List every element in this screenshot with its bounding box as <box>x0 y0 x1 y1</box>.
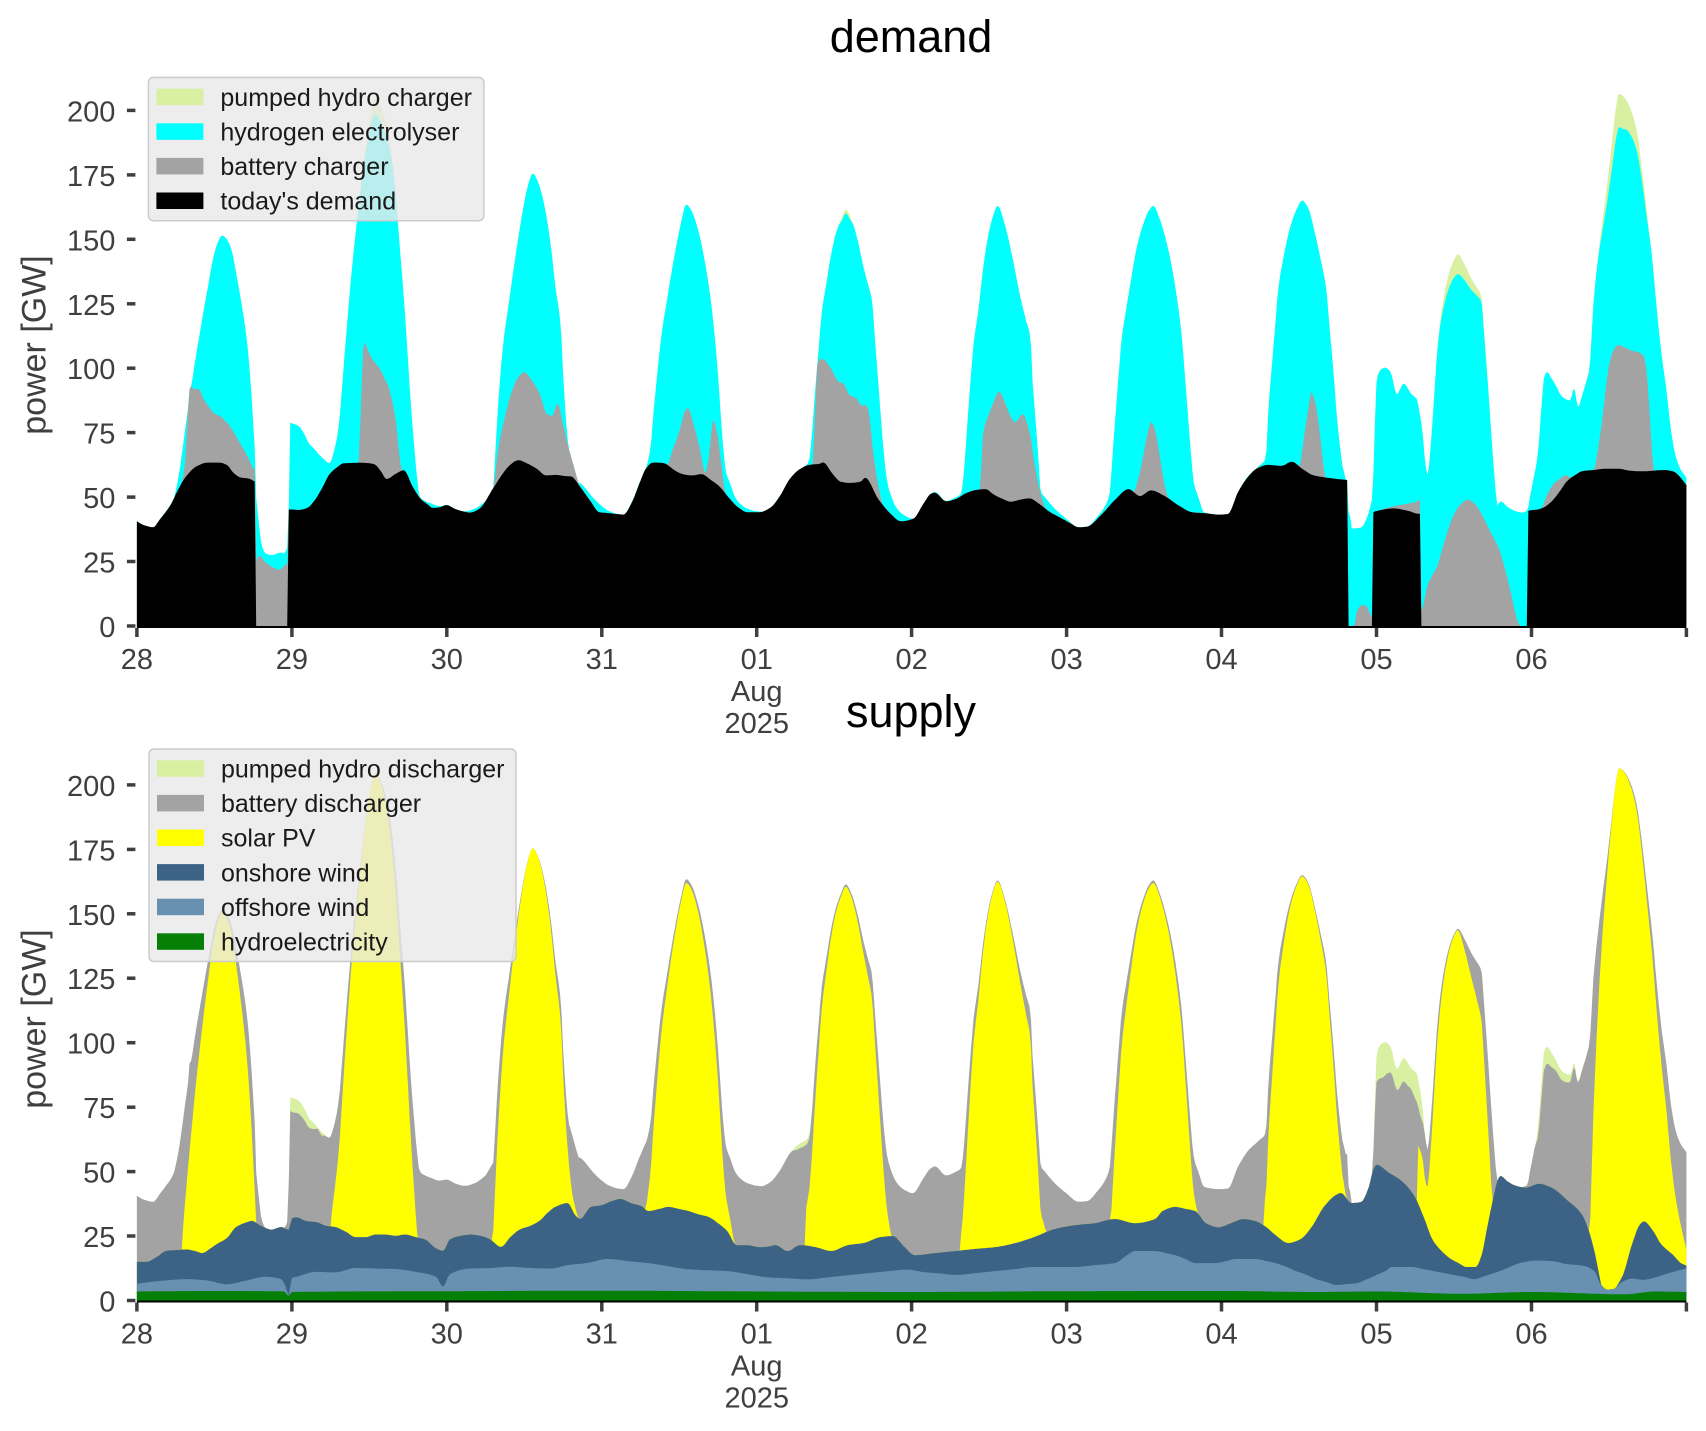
svg-text:25: 25 <box>83 548 115 580</box>
svg-text:pumped hydro charger: pumped hydro charger <box>220 84 472 112</box>
svg-text:power [GW]: power [GW] <box>16 929 54 1108</box>
svg-text:01: 01 <box>741 1319 773 1351</box>
svg-text:02: 02 <box>895 644 927 676</box>
svg-text:Aug: Aug <box>731 676 783 708</box>
svg-text:200: 200 <box>67 771 115 803</box>
svg-text:06: 06 <box>1515 644 1547 676</box>
svg-text:03: 03 <box>1050 644 1082 676</box>
svg-text:0: 0 <box>99 612 115 644</box>
svg-text:0: 0 <box>99 1287 115 1319</box>
svg-text:02: 02 <box>895 1319 927 1351</box>
svg-text:today's demand: today's demand <box>220 188 396 216</box>
svg-text:04: 04 <box>1205 644 1237 676</box>
svg-text:175: 175 <box>67 161 115 193</box>
svg-text:05: 05 <box>1360 1319 1392 1351</box>
svg-text:04: 04 <box>1205 1319 1237 1351</box>
svg-text:25: 25 <box>83 1222 115 1254</box>
svg-text:100: 100 <box>67 1029 115 1061</box>
svg-text:29: 29 <box>276 1319 308 1351</box>
svg-text:175: 175 <box>67 835 115 867</box>
svg-text:demand: demand <box>830 11 993 62</box>
svg-text:03: 03 <box>1050 1319 1082 1351</box>
svg-text:30: 30 <box>431 1319 463 1351</box>
svg-text:125: 125 <box>67 964 115 996</box>
svg-text:power [GW]: power [GW] <box>16 255 54 434</box>
svg-text:supply: supply <box>846 686 977 737</box>
svg-text:2025: 2025 <box>724 1383 789 1415</box>
svg-text:150: 150 <box>67 225 115 257</box>
svg-text:01: 01 <box>741 644 773 676</box>
svg-text:battery charger: battery charger <box>220 153 388 181</box>
svg-text:50: 50 <box>83 483 115 515</box>
svg-text:solar PV: solar PV <box>221 825 316 853</box>
svg-text:28: 28 <box>121 644 153 676</box>
svg-text:30: 30 <box>431 644 463 676</box>
svg-text:150: 150 <box>67 900 115 932</box>
svg-text:31: 31 <box>586 1319 618 1351</box>
svg-text:125: 125 <box>67 290 115 322</box>
svg-text:onshore wind: onshore wind <box>221 859 370 887</box>
svg-text:06: 06 <box>1515 1319 1547 1351</box>
svg-text:200: 200 <box>67 96 115 128</box>
svg-text:75: 75 <box>83 1093 115 1125</box>
svg-text:hydroelectricity: hydroelectricity <box>221 929 388 957</box>
svg-text:100: 100 <box>67 354 115 386</box>
svg-text:29: 29 <box>276 644 308 676</box>
svg-text:pumped hydro discharger: pumped hydro discharger <box>221 756 505 784</box>
svg-text:75: 75 <box>83 419 115 451</box>
svg-text:31: 31 <box>586 644 618 676</box>
svg-text:2025: 2025 <box>724 708 789 740</box>
svg-text:50: 50 <box>83 1158 115 1190</box>
svg-text:28: 28 <box>121 1319 153 1351</box>
svg-text:hydrogen electrolyser: hydrogen electrolyser <box>220 119 459 147</box>
svg-text:offshore wind: offshore wind <box>221 894 369 922</box>
svg-text:Aug: Aug <box>731 1351 783 1383</box>
svg-text:battery discharger: battery discharger <box>221 790 421 818</box>
svg-text:05: 05 <box>1360 644 1392 676</box>
